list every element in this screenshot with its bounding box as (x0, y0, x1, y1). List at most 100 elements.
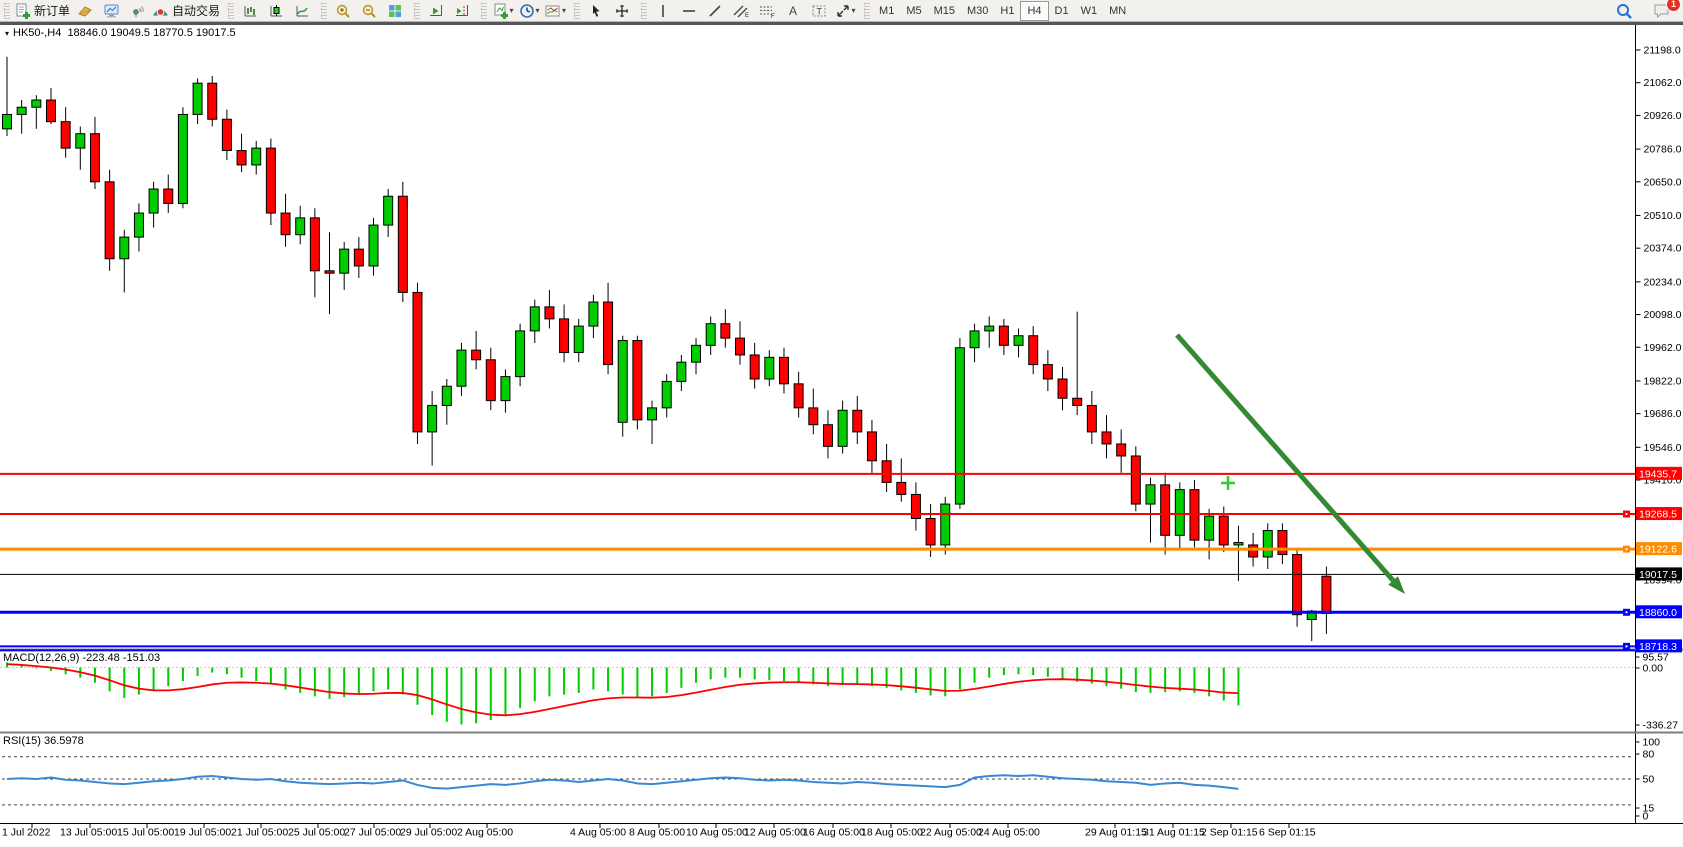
zoom-in-button[interactable] (330, 1, 356, 21)
candle-body (309, 217, 320, 272)
hline-19017.5[interactable]: 19017.5 (0, 567, 1682, 581)
candle-body (500, 376, 511, 402)
crosshair-button[interactable] (609, 1, 635, 21)
candle-body (45, 99, 56, 123)
price-axis[interactable]: 21198.0 21062.0 20926.0 20786.0 20650.0 20510… (1635, 45, 1682, 587)
timeframe-h1[interactable]: H1 (1000, 4, 1015, 17)
svg-text:T: T (816, 6, 822, 16)
time-label: 16 Aug 05:00 (803, 827, 865, 839)
auto-scroll-icon (430, 4, 443, 16)
rsi-line (6, 774, 1239, 790)
timeframe-d1[interactable]: D1 (1054, 4, 1069, 17)
candle-body (837, 409, 848, 447)
text-button[interactable]: A (780, 1, 806, 21)
toolbar-gripper[interactable] (228, 2, 235, 19)
trend-arrow[interactable] (1175, 333, 1395, 583)
equidistant-channel-button[interactable]: E (728, 1, 754, 21)
rsi-pane-separator[interactable] (0, 731, 1683, 734)
periods-clock-icon (519, 3, 534, 18)
candle-body (1233, 542, 1244, 546)
hline-18718.3[interactable]: 18718.3 (0, 639, 1682, 653)
time-axis[interactable]: 1 Jul 2022 13 Jul 05:00 15 Jul 05:00 19 Jul… (2, 823, 1316, 839)
toolbar-gripper[interactable] (574, 2, 581, 19)
new-chart-button[interactable]: ▾ (490, 1, 516, 21)
trendline-button[interactable] (702, 1, 728, 21)
candle-body (75, 133, 86, 149)
templates-button[interactable]: ▾ (542, 1, 568, 21)
fibonacci-button[interactable]: F (754, 1, 780, 21)
timeframe-m5[interactable]: M5 (906, 4, 922, 17)
plus-marker[interactable] (1221, 476, 1235, 490)
toolbar-gripper[interactable] (321, 2, 328, 19)
svg-text:E: E (745, 13, 749, 19)
timeframe-mn[interactable]: MN (1109, 4, 1127, 17)
autotrading-button[interactable]: 自动交易 (150, 1, 222, 21)
hline-18860.0[interactable]: 18860.0 (0, 605, 1682, 619)
chart-shift-button[interactable] (449, 1, 475, 21)
timeframe-m1[interactable]: M1 (879, 4, 895, 17)
auto-scroll-button[interactable] (423, 1, 449, 21)
timeframe-m15[interactable]: M15 (933, 4, 956, 17)
timeframe-m30[interactable]: M30 (967, 4, 989, 17)
chat-button[interactable]: 1 (1649, 0, 1681, 21)
metaeditor-icon (78, 5, 92, 17)
bar-chart-button[interactable] (237, 1, 263, 21)
candle-body (251, 147, 262, 166)
hline-19435.7[interactable]: 19435.7 (0, 466, 1682, 481)
search-icon (1617, 3, 1632, 19)
candle-body (749, 354, 760, 380)
toolbar-gripper[interactable] (481, 2, 488, 19)
candle-body (163, 188, 174, 204)
bar-chart-icon (244, 5, 257, 16)
market-watch-button[interactable] (98, 1, 124, 21)
new-order-button[interactable]: 新订单 (13, 1, 72, 21)
toolbar-gripper[interactable] (641, 2, 648, 19)
candle-body (2, 113, 12, 130)
timeframe-h4[interactable]: H4 (1020, 0, 1049, 21)
horizontal-line-button[interactable] (676, 1, 702, 21)
chart-menu-arrow-icon[interactable]: ▾ (5, 29, 10, 38)
equidistant-channel-icon: E (733, 5, 749, 19)
time-label: 29 Aug 01:15 (1085, 827, 1147, 839)
candlestick-chart-button[interactable] (263, 1, 289, 21)
svg-text:19435.7: 19435.7 (1639, 468, 1677, 480)
candle-body (866, 431, 877, 462)
toolbar-gripper[interactable] (414, 2, 421, 19)
candle-body (822, 424, 833, 447)
time-label: 25 Jul 05:00 (288, 827, 345, 839)
timeframe-w1[interactable]: W1 (1080, 4, 1098, 17)
signals-button[interactable] (124, 1, 150, 21)
svg-text:15: 15 (1643, 803, 1655, 815)
cursor-icon (593, 4, 600, 17)
candlesticks (2, 56, 1332, 642)
vertical-line-button[interactable] (650, 1, 676, 21)
time-label: 18 Aug 05:00 (861, 827, 923, 839)
time-label: 22 Aug 05:00 (920, 827, 982, 839)
cursor-button[interactable] (583, 1, 609, 21)
candle-body (881, 460, 892, 483)
hline-19268.5[interactable]: 19268.5 (0, 507, 1682, 521)
svg-text:19686.0: 19686.0 (1644, 408, 1682, 420)
arrows-button[interactable]: ▾ (832, 1, 858, 21)
text-icon: A (789, 4, 797, 18)
svg-text:19017.5: 19017.5 (1639, 569, 1677, 581)
candlestick-chart-icon (270, 4, 283, 16)
hline-19122.6[interactable]: 19122.6 (0, 542, 1682, 556)
toolbar-gripper[interactable] (4, 2, 10, 19)
toolbar-gripper[interactable] (864, 2, 871, 19)
tile-windows-button[interactable] (382, 1, 408, 21)
search-button[interactable] (1611, 1, 1637, 21)
text-label-button[interactable]: T (806, 1, 832, 21)
zoom-out-button[interactable] (356, 1, 382, 21)
line-chart-button[interactable] (289, 1, 315, 21)
periods-button[interactable]: ▾ (516, 1, 542, 21)
candle-body (559, 318, 570, 354)
candle-body (1028, 335, 1039, 366)
candle-body (456, 349, 467, 387)
metaeditor-button[interactable] (72, 1, 98, 21)
macd-pane[interactable]: MACD(12,26,9) -223.48 -151.03 95.570.00 -3… (0, 652, 1678, 732)
candle-body (1248, 544, 1259, 558)
